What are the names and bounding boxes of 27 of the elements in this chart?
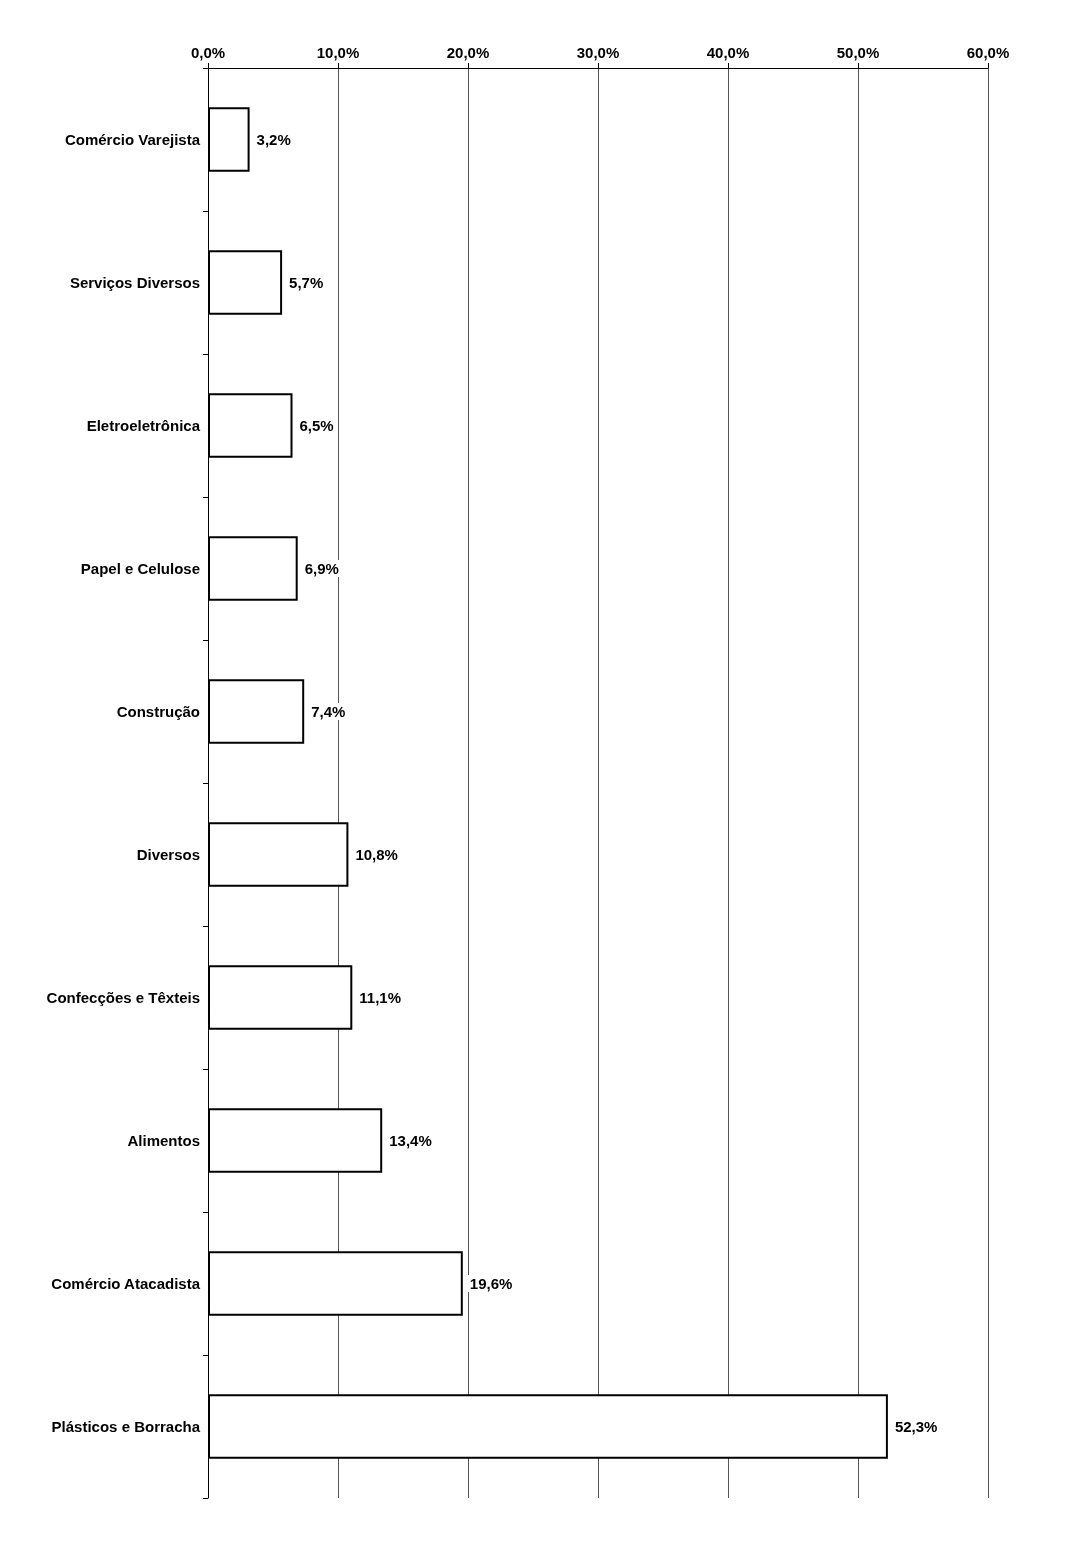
data-label: 5,7% [289, 274, 324, 291]
x-tick-label: 60,0% [966, 44, 1010, 61]
x-tick-label: 10,0% [316, 44, 360, 61]
y-tick-label: Papel e Celulose [80, 560, 200, 577]
data-label: 11,1% [359, 989, 402, 1006]
data-label: 6,5% [299, 417, 334, 434]
data-label: 7,4% [311, 703, 346, 720]
y-tick-label: Eletroeletrônica [86, 417, 201, 434]
data-label: 52,3% [894, 1418, 938, 1435]
x-tick-label: 50,0% [836, 44, 880, 61]
x-tick-label: 30,0% [576, 44, 620, 61]
y-tick-label: Comércio Varejista [64, 131, 201, 148]
data-label: 19,6% [469, 1275, 513, 1292]
y-tick-label: Comércio Atacadista [51, 1275, 201, 1292]
x-tick-label: 40,0% [706, 44, 750, 61]
data-label: 6,9% [304, 560, 339, 577]
y-tick-label: Serviços Diversos [69, 274, 200, 291]
x-tick-label: 20,0% [446, 44, 490, 61]
data-label: 13,4% [389, 1132, 432, 1149]
y-tick-label: Alimentos [127, 1132, 200, 1149]
data-label: 3,2% [256, 131, 291, 148]
y-tick-label: Plásticos e Borracha [51, 1418, 201, 1435]
data-label: 10,8% [355, 846, 398, 863]
x-tick-label: 0,0% [190, 44, 226, 61]
y-tick-label: Confecções e Têxteis [46, 989, 200, 1006]
y-tick-label: Construção [116, 703, 200, 720]
y-tick-label: Diversos [136, 846, 200, 863]
